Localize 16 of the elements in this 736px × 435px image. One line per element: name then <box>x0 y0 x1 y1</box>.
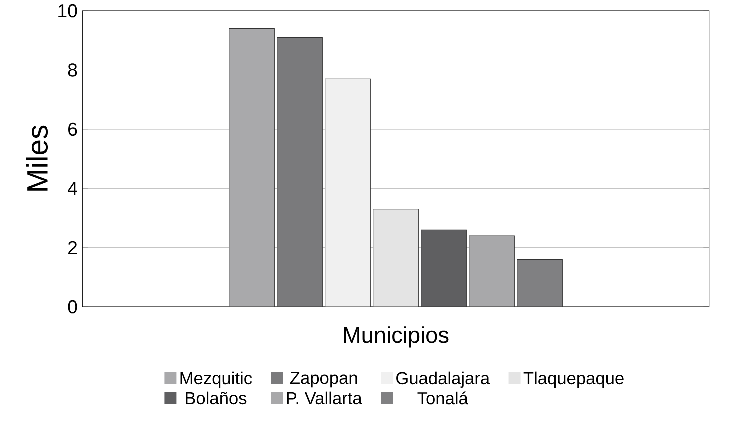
legend-label: Tlaquepaque <box>524 372 624 388</box>
legend-label: Bolaños <box>186 392 247 405</box>
legend-label: Zapopan <box>290 372 358 388</box>
bar <box>421 230 467 308</box>
legend-label: Guadalajara <box>396 372 490 388</box>
x-axis-title: Municipios <box>344 326 449 348</box>
y-tick-label: 0 <box>68 300 78 314</box>
y-tick-label: 6 <box>68 122 78 136</box>
y-axis-title: Miles <box>26 126 48 191</box>
y-tick-label: 10 <box>58 4 78 18</box>
legend-label: Tonalá <box>418 392 468 405</box>
y-tick-label: 4 <box>68 182 78 196</box>
legend-label: Mezquitic <box>180 372 252 388</box>
legend-label: P. Vallarta <box>287 392 362 405</box>
y-tick-label: 2 <box>68 241 78 254</box>
y-tick-label: 8 <box>68 64 78 77</box>
